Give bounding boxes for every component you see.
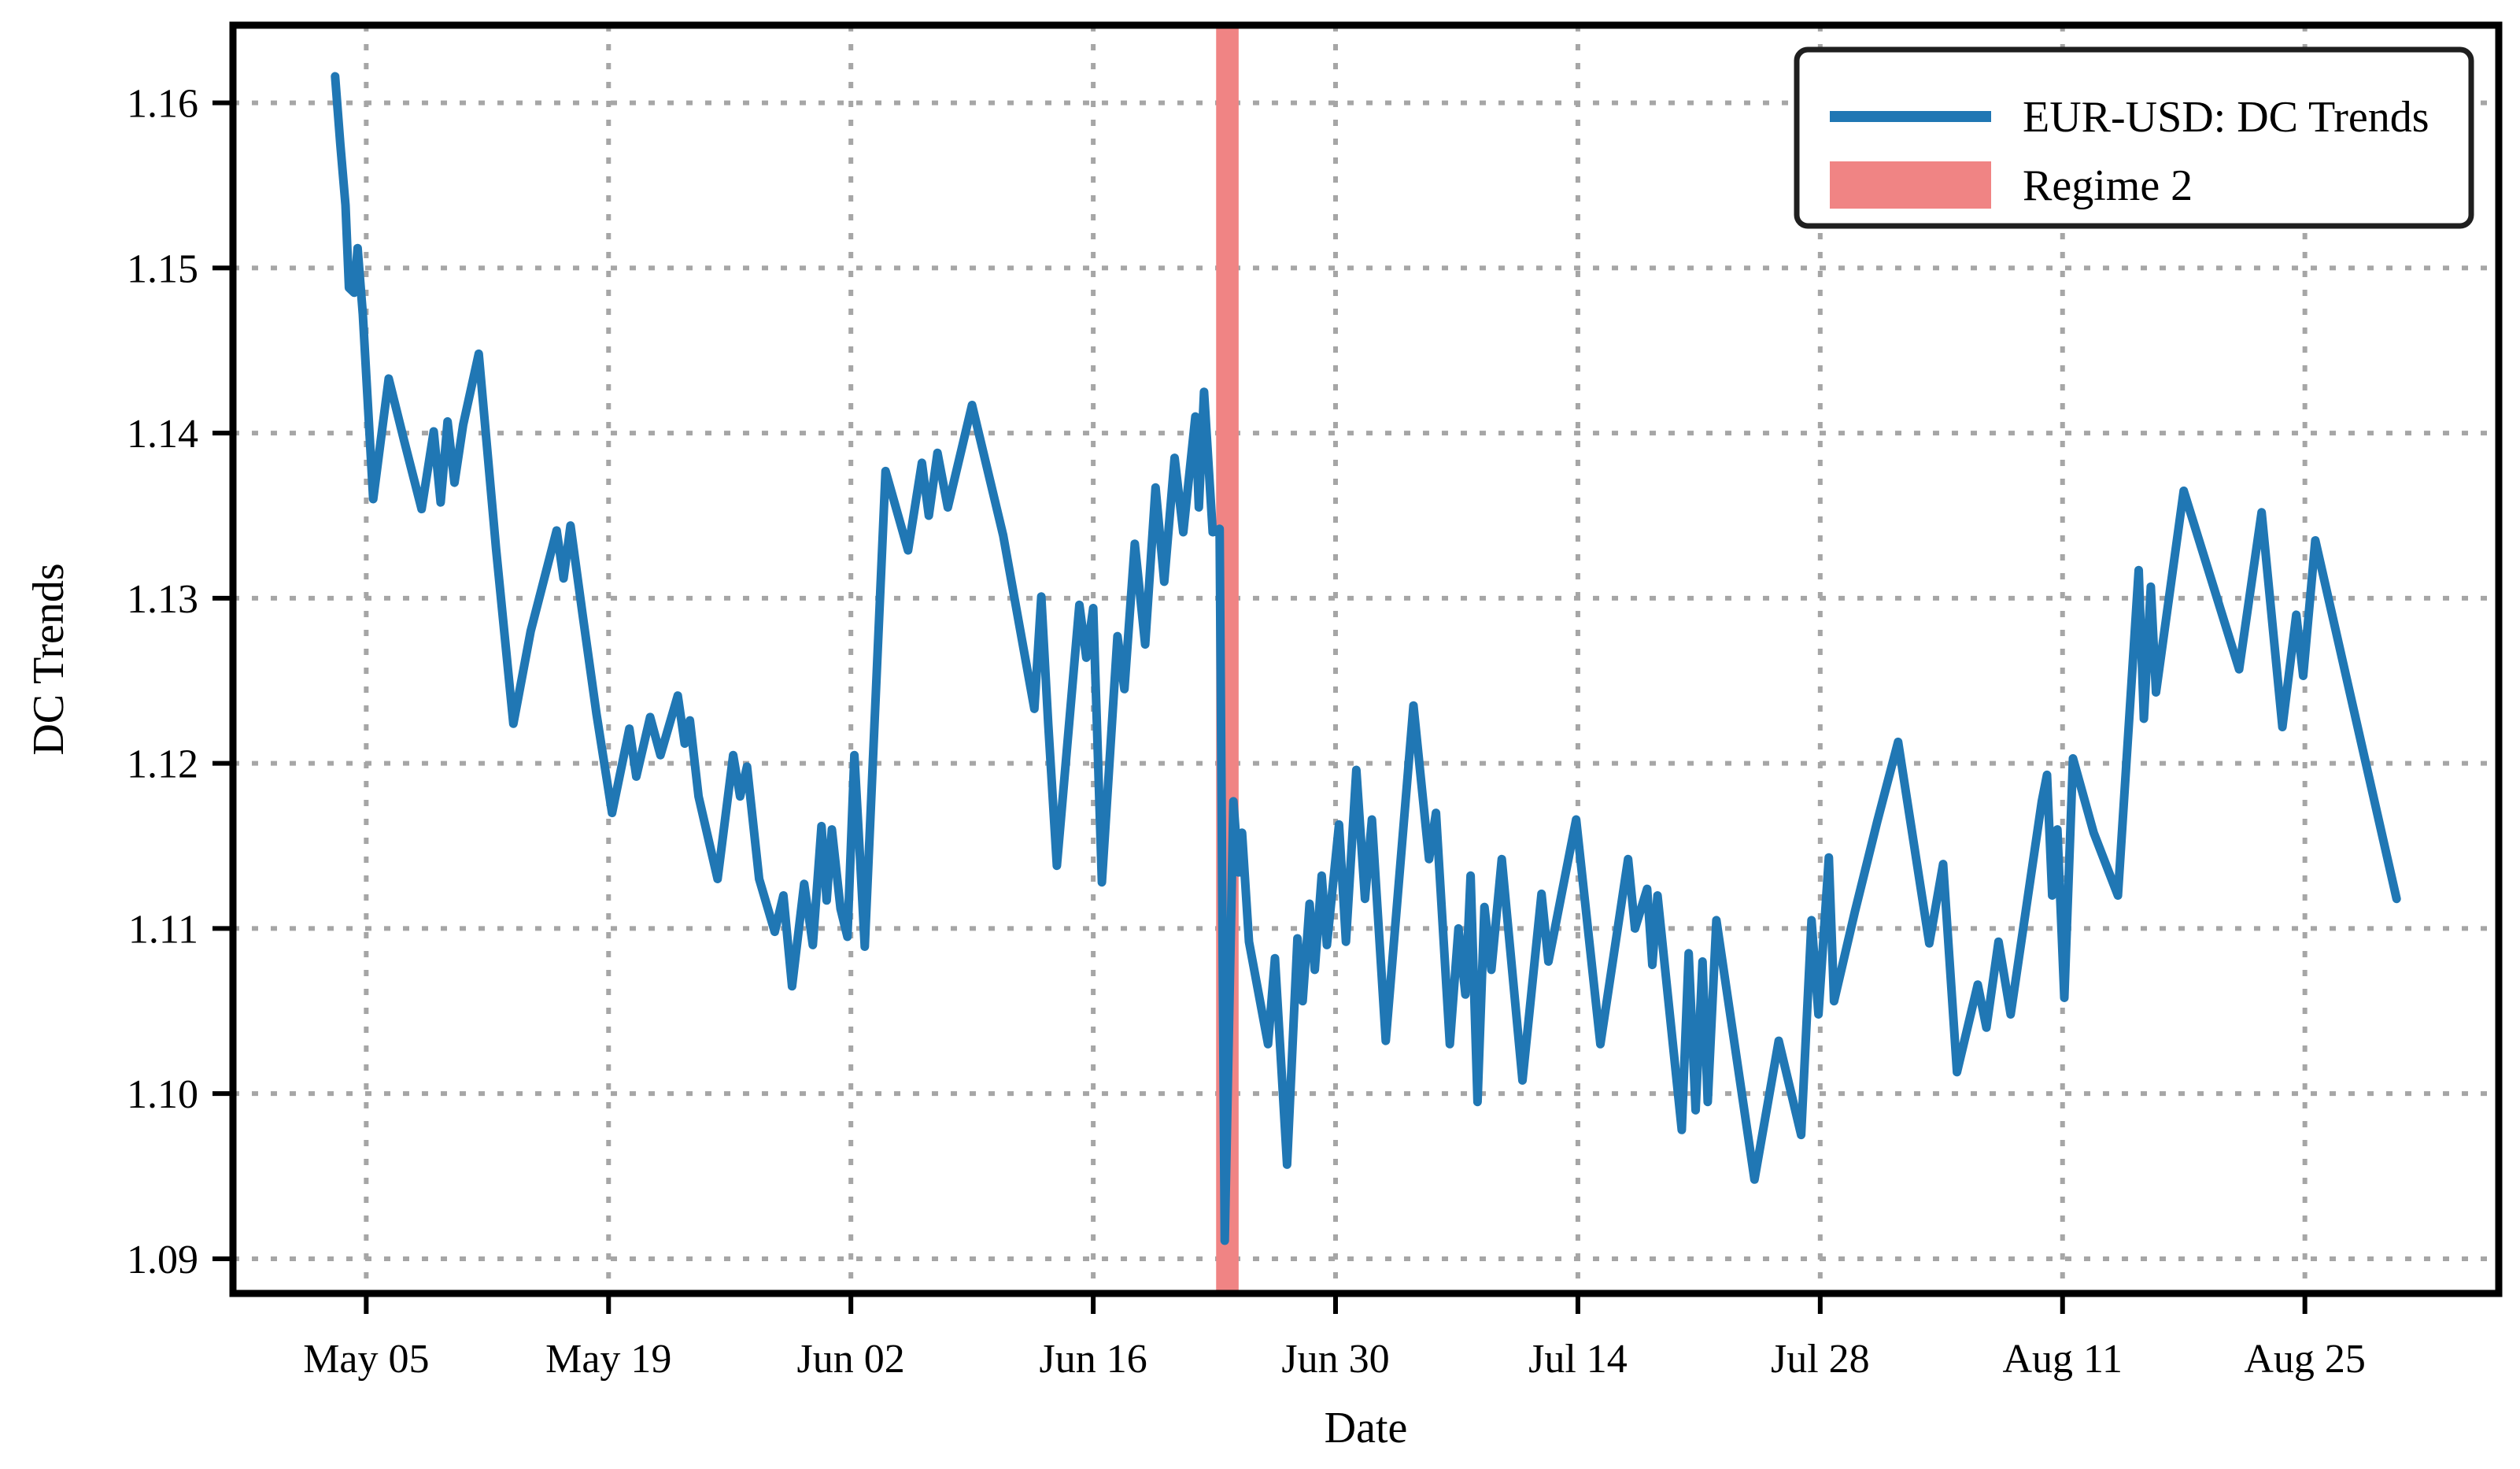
x-tick-label: May 05 (303, 1337, 429, 1382)
x-axis-label: Date (1325, 1404, 1408, 1452)
y-tick-label: 1.16 (127, 82, 198, 127)
y-tick-label: 1.09 (127, 1238, 198, 1282)
legend-patch-sample (1830, 161, 1991, 209)
plot-spines (229, 21, 2503, 1297)
y-tick-label: 1.12 (127, 742, 198, 787)
legend-label-regime: Regime 2 (2023, 161, 2193, 210)
y-tick-label: 1.10 (127, 1072, 198, 1117)
price-line (331, 72, 2401, 1245)
y-tick-label: 1.11 (128, 907, 198, 952)
x-tick-label: May 19 (545, 1337, 671, 1382)
x-tick-label: Jul 28 (1771, 1337, 1870, 1382)
y-tick-label: 1.13 (127, 577, 198, 622)
x-tick-label: Aug 11 (2002, 1337, 2123, 1382)
y-tick-label: 1.15 (127, 246, 198, 291)
x-tick-label: Jun 30 (1281, 1337, 1389, 1382)
legend-label-series: EUR-USD: DC Trends (2023, 93, 2429, 142)
y-tick-label: 1.14 (127, 412, 198, 457)
x-tick-label: Jun 02 (797, 1337, 905, 1382)
y-axis-label: DC Trends (24, 563, 73, 755)
x-tick-label: Jul 14 (1528, 1337, 1628, 1382)
x-tick-label: Aug 25 (2244, 1337, 2366, 1382)
x-tick-label: Jun 16 (1039, 1337, 1147, 1382)
